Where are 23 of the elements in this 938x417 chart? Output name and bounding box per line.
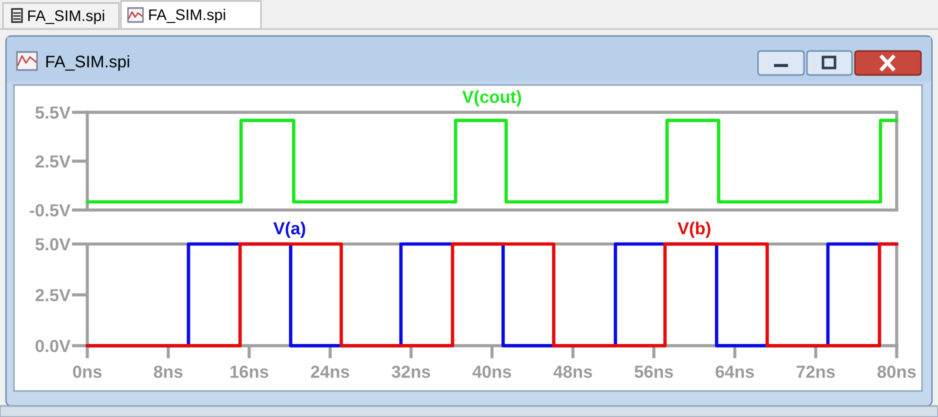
y-tick-label: 2.5V <box>36 155 71 168</box>
x-tick-label: 64ns <box>716 366 754 378</box>
y-tick-label: 5.5V <box>35 106 71 119</box>
x-tick-label: 32ns <box>392 366 430 378</box>
y-tick-label: 5.0V <box>35 238 71 250</box>
x-tick-label: 8ns <box>154 366 182 378</box>
x-tick-label: 56ns <box>634 366 673 378</box>
x-tick-label: 40ns <box>472 366 512 378</box>
x-tick-label: 48ns <box>553 366 592 378</box>
y-tick-label: -0.5V <box>30 204 71 216</box>
series-label: V(cout) <box>462 90 522 106</box>
x-tick-label: 16ns <box>230 366 268 378</box>
text: FA_SIM.spi <box>149 8 226 24</box>
chart-title: FA_SIM.spi <box>46 55 130 71</box>
y-tick-label: 0.0V <box>36 340 71 352</box>
text: FA_SIM.spi <box>28 10 104 24</box>
series-label: V(a) <box>273 222 306 238</box>
y-tick-label: 2.5V <box>36 289 71 302</box>
x-tick-label: 0ns <box>73 366 102 378</box>
x-tick-label: 72ns <box>796 366 835 378</box>
x-tick-label: 80ns <box>877 366 916 378</box>
series-label: V(b) <box>678 222 710 238</box>
x-tick-label: 24ns <box>310 366 350 378</box>
